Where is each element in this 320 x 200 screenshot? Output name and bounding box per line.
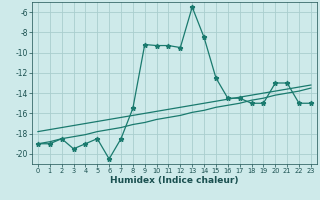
X-axis label: Humidex (Indice chaleur): Humidex (Indice chaleur) [110,176,239,185]
